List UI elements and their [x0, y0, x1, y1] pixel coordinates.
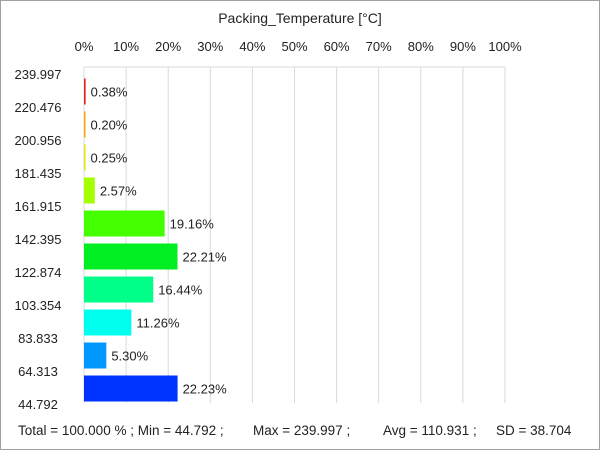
footer-max: Max = 239.997 ; [253, 423, 351, 438]
bar-value-label: 16.44% [158, 283, 203, 298]
x-tick-label: 10% [113, 39, 139, 54]
bar [84, 276, 154, 303]
bar [84, 309, 132, 336]
x-tick-label: 30% [197, 39, 223, 54]
y-bin-edge-label: 142.395 [15, 232, 62, 247]
footer-avg: Avg = 110.931 ; [383, 423, 477, 438]
y-bin-edge-label: 44.792 [18, 397, 58, 412]
bar [84, 177, 95, 204]
data-labels: 0.38% 0.20% 0.25% 2.57% 19.16% 22.21% 16.44% 11… [91, 85, 228, 397]
y-bin-edge-label: 220.476 [15, 100, 62, 115]
bar-value-label: 0.38% [91, 85, 128, 100]
x-tick-label: 40% [239, 39, 265, 54]
bar [84, 243, 178, 270]
x-tick-label: 90% [450, 39, 476, 54]
bar [84, 111, 86, 138]
y-bin-edge-label: 103.354 [15, 298, 62, 313]
y-bin-edge-label: 122.874 [15, 265, 62, 280]
bar [84, 210, 165, 237]
x-axis-ticks: 0% 10% 20% 30% 40% 50% 60% 70% 80% 90% 100% [75, 39, 522, 54]
bar-value-label: 22.21% [183, 250, 228, 265]
chart-title: Packing_Temperature [°C] [218, 10, 382, 26]
bar-value-label: 2.57% [100, 184, 137, 199]
bar-value-label: 5.30% [111, 349, 148, 364]
bar [84, 342, 107, 369]
x-tick-label: 100% [488, 39, 522, 54]
x-tick-label: 20% [155, 39, 181, 54]
y-bin-edge-label: 83.833 [18, 331, 58, 346]
y-bin-edge-label: 161.915 [15, 199, 62, 214]
footer-total-min: Total = 100.000 % ; Min = 44.792 ; [18, 423, 224, 438]
y-bin-edge-label: 64.313 [18, 364, 58, 379]
x-tick-label: 80% [408, 39, 434, 54]
y-bin-edge-label: 200.956 [15, 133, 62, 148]
bar-value-label: 22.23% [183, 382, 228, 397]
bars [84, 78, 178, 402]
bar [84, 375, 178, 402]
bar-value-label: 0.25% [91, 151, 128, 166]
y-bin-edge-label: 181.435 [15, 166, 62, 181]
x-tick-label: 60% [324, 39, 350, 54]
bar-value-label: 0.20% [91, 118, 128, 133]
footer-sd: SD = 38.704 [496, 423, 572, 438]
x-tick-label: 0% [75, 39, 94, 54]
bar-value-label: 11.26% [136, 316, 180, 331]
bar [84, 78, 86, 105]
x-tick-label: 70% [366, 39, 392, 54]
bar-value-label: 19.16% [170, 217, 215, 232]
x-tick-label: 50% [281, 39, 307, 54]
statistics-footer: Total = 100.000 % ; Min = 44.792 ; Max =… [18, 423, 593, 438]
y-bin-edge-label: 239.997 [15, 67, 62, 82]
bar [84, 144, 86, 171]
y-axis-bin-labels: 239.997 220.476 200.956 181.435 161.915 142.3… [15, 67, 62, 412]
